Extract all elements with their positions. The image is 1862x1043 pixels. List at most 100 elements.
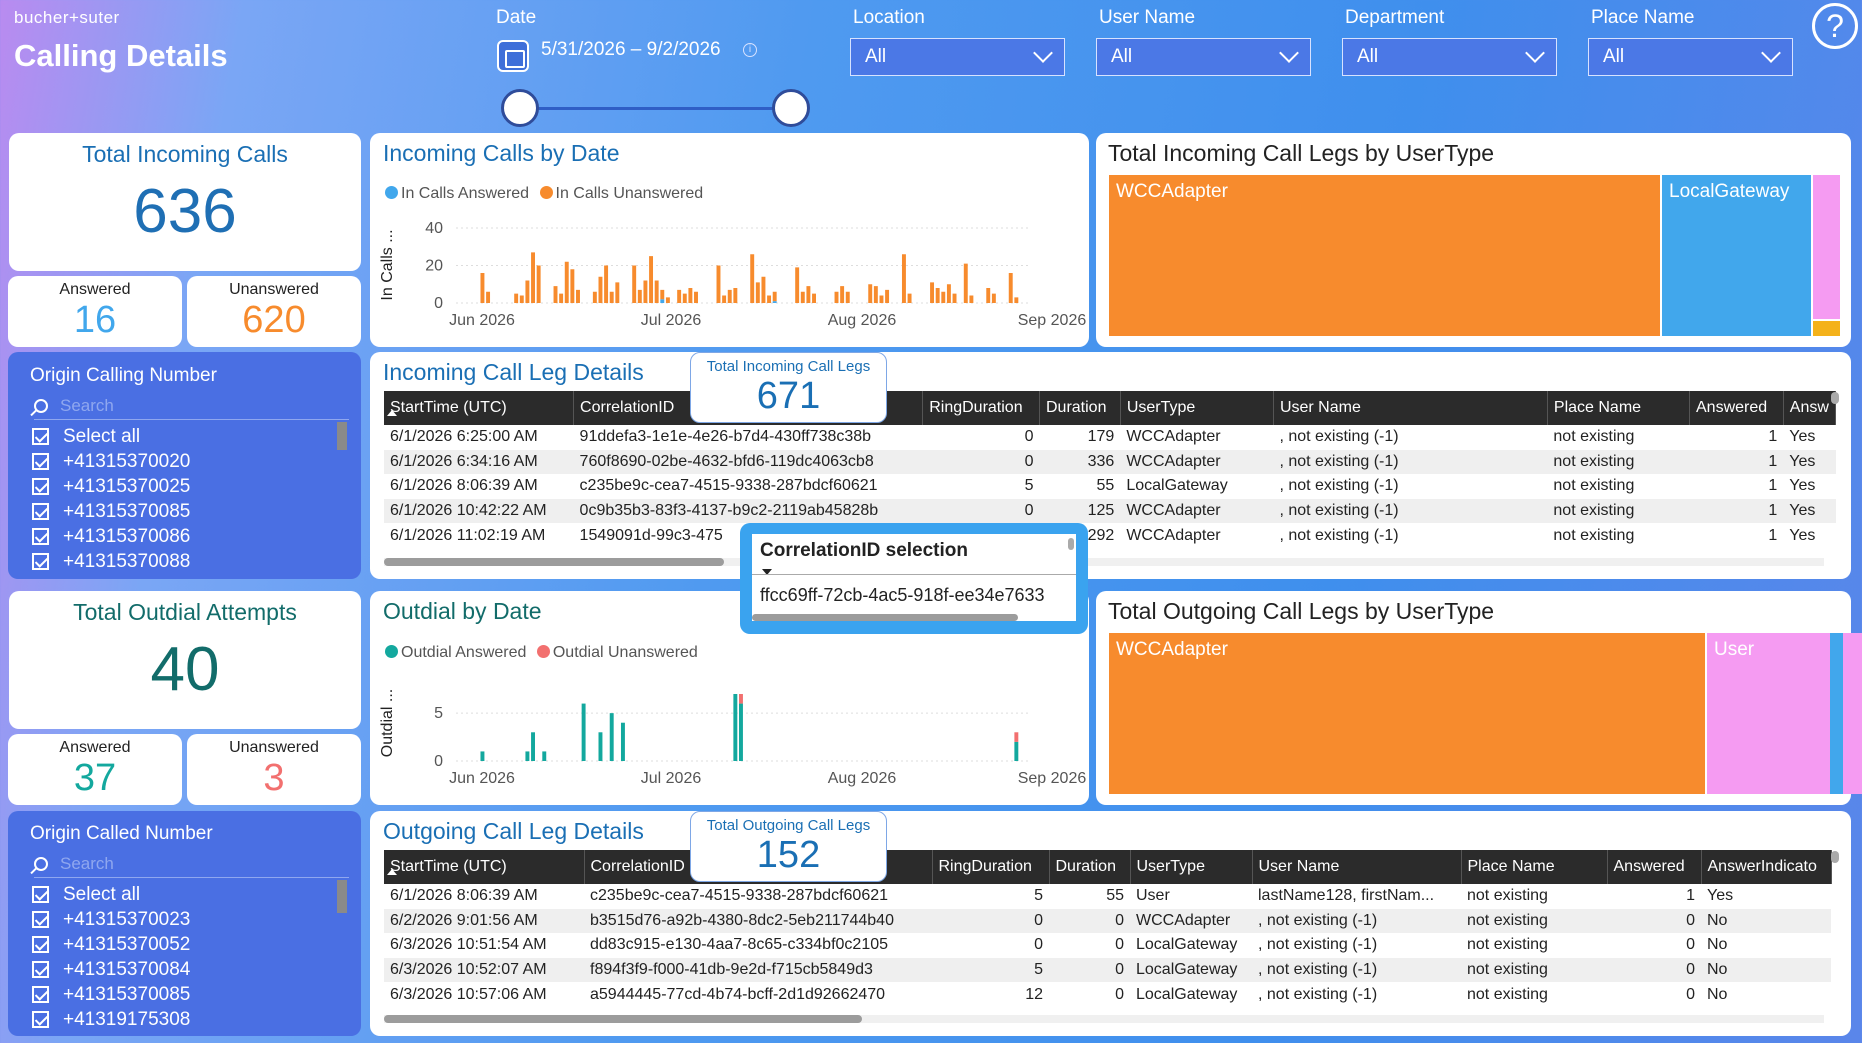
slicer-item[interactable]: +41315370088: [32, 549, 190, 574]
table-row[interactable]: 6/3/2026 10:52:07 AM f894f3f9-f000-41db-9…: [384, 957, 1831, 983]
slicer-item[interactable]: +41315370020: [32, 449, 190, 474]
table-row[interactable]: 6/1/2026 10:42:22 AM 0c9b35b3-83f3-4137-b…: [384, 498, 1836, 524]
col-header-placename[interactable]: Place Name: [1461, 850, 1608, 884]
bar-answered: [542, 751, 547, 761]
slicer-item[interactable]: +41315370084: [32, 957, 190, 982]
origin-called-search-placeholder: Search: [60, 853, 114, 873]
checkbox-checked-icon[interactable]: [32, 986, 49, 1003]
treemap-tile-user[interactable]: [1813, 175, 1840, 319]
date-slider-start-handle[interactable]: [501, 89, 539, 127]
user-name-dropdown[interactable]: All: [1096, 38, 1311, 76]
search-icon: [34, 398, 48, 413]
outgoing-hscroll-thumb[interactable]: [384, 1015, 862, 1023]
col-header-ringduration[interactable]: RingDuration: [922, 391, 1040, 425]
table-row[interactable]: 6/1/2026 11:02:19 AM 1549091d-99c3-475 292…: [384, 523, 1836, 548]
slicer-item[interactable]: +41315370052: [32, 932, 190, 957]
origin-calling-search[interactable]: Search: [34, 392, 349, 420]
bar-unanswered: [536, 265, 541, 303]
slicer-item-select-all[interactable]: Select all: [32, 424, 190, 449]
slicer-item[interactable]: +41315370086: [32, 524, 190, 549]
treemap-tile-wccadapter[interactable]: [1109, 175, 1660, 336]
table-cell: No: [1701, 957, 1831, 983]
col-header-username[interactable]: User Name: [1273, 391, 1548, 425]
col-header-duration[interactable]: Duration: [1039, 391, 1121, 425]
origin-calling-scrollbar[interactable]: [337, 422, 347, 450]
correlation-vscroll-thumb[interactable]: [1068, 538, 1074, 550]
location-dropdown[interactable]: All: [850, 38, 1065, 76]
bar-unanswered: [986, 288, 991, 303]
checkbox-checked-icon[interactable]: [32, 1011, 49, 1028]
col-header-usertype[interactable]: UserType: [1120, 391, 1274, 425]
treemap-tile-localgateway[interactable]: [1830, 633, 1843, 794]
checkbox-checked-icon[interactable]: [32, 528, 49, 545]
sort-asc-icon[interactable]: [387, 869, 397, 875]
checkbox-checked-icon[interactable]: [32, 961, 49, 978]
col-header-starttime[interactable]: StartTime (UTC): [384, 850, 585, 884]
place-name-dropdown[interactable]: All: [1588, 38, 1793, 76]
col-header-answer-indicator[interactable]: AnswerIndicato: [1701, 850, 1832, 884]
treemap-tile-wccadapter[interactable]: [1109, 633, 1705, 794]
correlation-popup-value[interactable]: ffcc69ff-72cb-4ac5-918f-ee34e7633: [760, 585, 1045, 605]
outgoing-hscroll-track[interactable]: [384, 1015, 1824, 1023]
slicer-item[interactable]: +41315370085: [32, 982, 190, 1007]
department-dropdown[interactable]: All: [1342, 38, 1557, 76]
table-row[interactable]: 6/1/2026 6:25:00 AM 91ddefa3-1e1e-4e26-b7…: [384, 425, 1836, 450]
table-row[interactable]: 6/1/2026 6:34:16 AM 760f8690-02be-4632-bf…: [384, 449, 1836, 475]
slicer-item[interactable]: +41315370023: [32, 907, 190, 932]
table-row[interactable]: 6/2/2026 9:01:56 AM b3515d76-a92b-4380-8d…: [384, 908, 1831, 934]
sort-desc-icon[interactable]: [762, 569, 772, 575]
col-header-username[interactable]: User Name: [1252, 850, 1462, 884]
checkbox-checked-icon[interactable]: [32, 503, 49, 520]
col-header-answered[interactable]: Answered: [1689, 391, 1784, 425]
date-slider-end-handle[interactable]: [772, 89, 810, 127]
origin-calling-search-placeholder: Search: [60, 395, 114, 415]
col-header-placename[interactable]: Place Name: [1547, 391, 1691, 425]
help-icon[interactable]: ?: [1812, 3, 1858, 49]
checkbox-checked-icon[interactable]: [32, 428, 49, 445]
slicer-item[interactable]: +41315370085: [32, 499, 190, 524]
sort-asc-icon[interactable]: [387, 410, 397, 416]
col-header-answered[interactable]: Answered: [1607, 850, 1702, 884]
origin-called-search[interactable]: Search: [34, 850, 349, 878]
checkbox-checked-icon[interactable]: [32, 911, 49, 928]
treemap-label-user: User: [1714, 639, 1755, 660]
checkbox-checked-icon[interactable]: [32, 886, 49, 903]
table-cell: 0: [1024, 428, 1034, 446]
bar-answered: [620, 722, 625, 761]
incoming-chart-svg[interactable]: 0 20 40 In Calls ... Jun 2026 Jul 2026 Aug 202…: [370, 133, 1089, 347]
table-row[interactable]: 6/1/2026 8:06:39 AM c235be9c-cea7-4515-93…: [384, 884, 1831, 909]
origin-called-scrollbar[interactable]: [337, 880, 347, 913]
col-header-starttime[interactable]: StartTime (UTC): [384, 391, 575, 425]
bar-unanswered: [649, 256, 654, 303]
col-header-usertype[interactable]: UserType: [1130, 850, 1253, 884]
table-row[interactable]: 6/1/2026 8:06:39 AM c235be9c-cea7-4515-93…: [384, 474, 1836, 499]
incoming-hscroll-track[interactable]: [384, 558, 1824, 566]
slicer-item[interactable]: +41315370025: [32, 474, 190, 499]
treemap-tile-localgateway[interactable]: [1662, 175, 1811, 336]
treemap-tile-other[interactable]: [1813, 321, 1840, 336]
outdial-chart-svg[interactable]: 0 5 Outdial ... Jun 2026 Jul 2026 Aug 2026 Sep…: [370, 591, 1089, 805]
table-row[interactable]: 6/3/2026 10:57:06 AM a5944445-77cd-4b74-b…: [384, 982, 1831, 1007]
outgoing-vscroll-thumb[interactable]: [1831, 851, 1839, 863]
incoming-vscroll-thumb[interactable]: [1831, 392, 1839, 404]
department-filter-label: Department: [1345, 7, 1445, 28]
slicer-item-select-all[interactable]: Select all: [32, 882, 190, 907]
user-name-filter-label: User Name: [1099, 7, 1196, 28]
date-slider-track[interactable]: [520, 107, 790, 110]
checkbox-checked-icon[interactable]: [32, 453, 49, 470]
date-range-text[interactable]: 5/31/2026 – 9/2/2026: [541, 39, 721, 60]
incoming-hscroll-thumb[interactable]: [384, 558, 724, 566]
correlation-hscroll-thumb[interactable]: [752, 614, 1018, 621]
checkbox-checked-icon[interactable]: [32, 936, 49, 953]
slicer-item[interactable]: +41319175308: [32, 1007, 190, 1032]
col-header-duration[interactable]: Duration: [1049, 850, 1131, 884]
checkbox-checked-icon[interactable]: [32, 553, 49, 570]
table-header-row: StartTime (UTC) CorrelationID RingDurati…: [384, 391, 1836, 425]
col-header-ringduration[interactable]: RingDuration: [932, 850, 1050, 884]
col-header-answer-indicator[interactable]: Answ: [1783, 391, 1836, 425]
chevron-down-icon: [1279, 43, 1299, 63]
checkbox-checked-icon[interactable]: [32, 478, 49, 495]
info-icon[interactable]: i: [743, 43, 757, 57]
calendar-icon[interactable]: [497, 40, 529, 72]
table-row[interactable]: 6/3/2026 10:51:54 AM dd83c915-e130-4aa7-8…: [384, 933, 1831, 958]
